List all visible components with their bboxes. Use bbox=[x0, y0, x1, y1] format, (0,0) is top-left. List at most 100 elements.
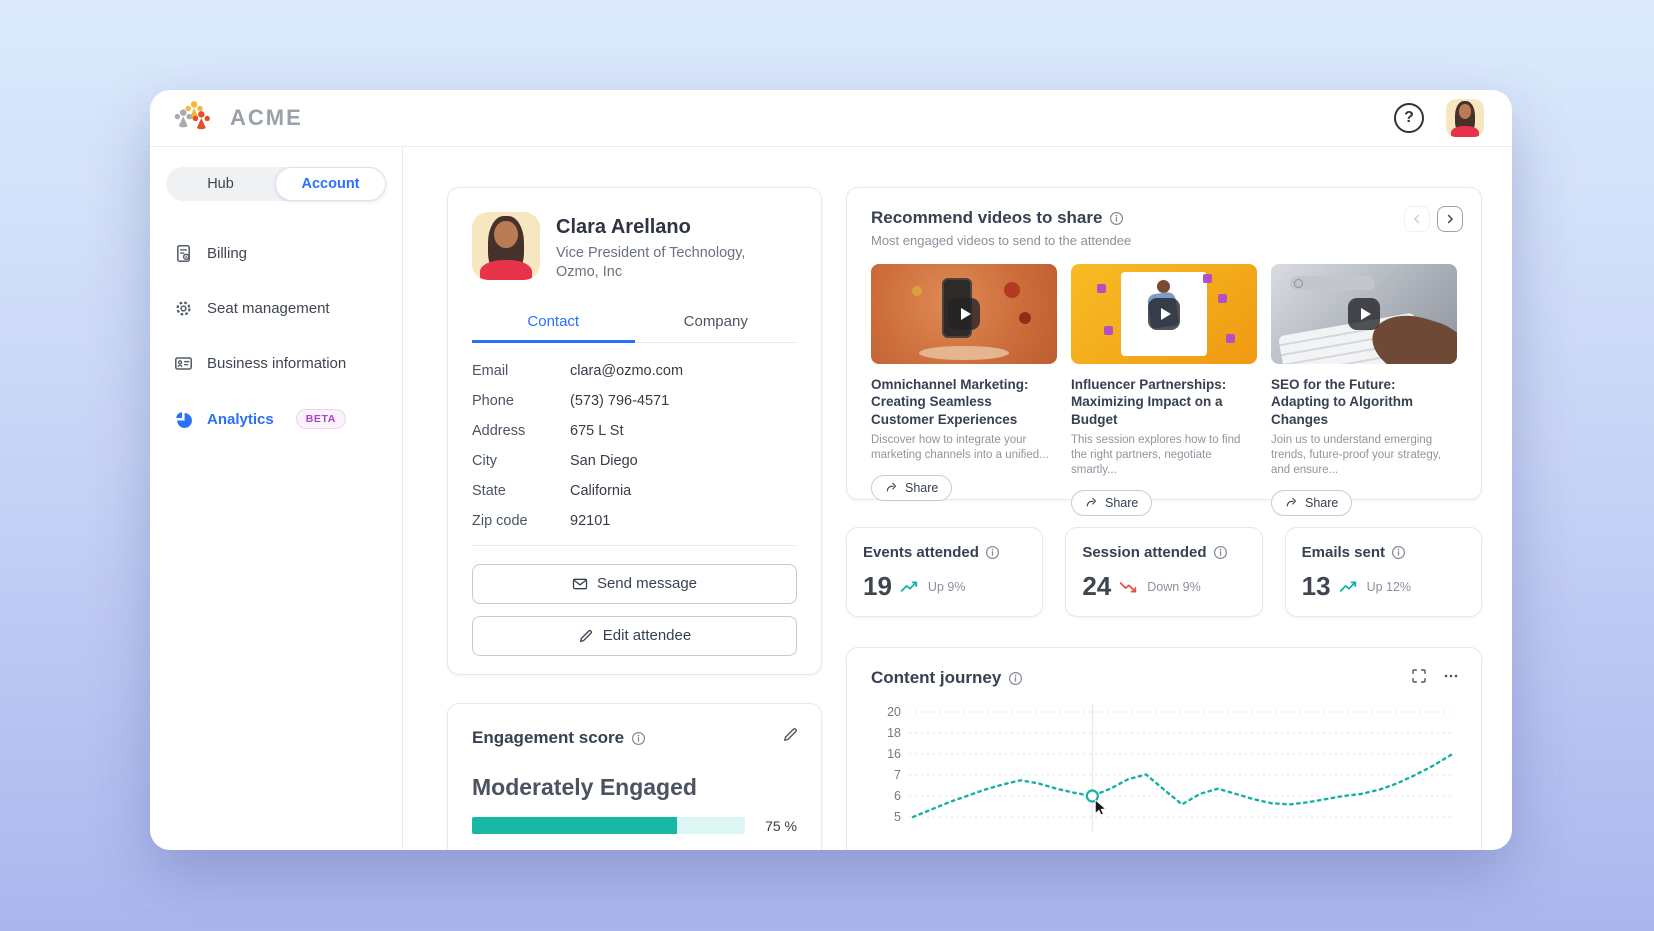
stat-trend-label: Up 12% bbox=[1366, 579, 1412, 594]
field-email: Email clara@ozmo.com bbox=[472, 362, 684, 379]
video-description: Join us to understand emerging trends, f… bbox=[1271, 433, 1441, 476]
chevron-right-icon bbox=[1443, 212, 1457, 226]
video-thumbnail[interactable] bbox=[1071, 264, 1257, 364]
sidebar-item-label: Billing bbox=[207, 245, 248, 262]
help-icon[interactable]: ? bbox=[1394, 103, 1424, 133]
pencil-icon bbox=[578, 628, 594, 644]
info-icon[interactable] bbox=[1008, 671, 1023, 686]
video-title: SEO for the Future: Adapting to Algorith… bbox=[1271, 377, 1413, 427]
engagement-level: Moderately Engaged bbox=[472, 774, 697, 800]
fullscreen-icon[interactable] bbox=[1411, 668, 1427, 684]
id-card-icon bbox=[174, 354, 193, 373]
attendee-name: Clara Arellano bbox=[556, 216, 691, 238]
info-icon[interactable] bbox=[1213, 545, 1228, 560]
share-icon bbox=[1085, 496, 1098, 509]
carousel-next-button[interactable] bbox=[1437, 206, 1463, 232]
trend-up-icon bbox=[1339, 580, 1359, 594]
progress-bar bbox=[472, 817, 745, 834]
contact-fields: Email clara@ozmo.com Phone (573) 796-457… bbox=[472, 363, 797, 529]
stats-row: Events attended 19 Up 9% Session attende… bbox=[846, 527, 1482, 617]
attendee-card: Clara Arellano Vice President of Technol… bbox=[447, 187, 822, 675]
play-icon bbox=[1348, 298, 1380, 330]
field-state: State California bbox=[472, 482, 632, 499]
content-journey-chart[interactable]: 20 18 16 7 6 5 bbox=[871, 702, 1459, 850]
field-city: City San Diego bbox=[472, 452, 638, 469]
tab-hub[interactable]: Hub bbox=[207, 176, 234, 192]
share-button[interactable]: Share bbox=[1071, 489, 1153, 516]
field-zip: Zip code 92101 bbox=[472, 512, 611, 529]
videos-subtitle: Most engaged videos to send to the atten… bbox=[871, 233, 1132, 248]
info-icon[interactable] bbox=[1109, 211, 1124, 226]
sidebar: Hub Account Billing Seat management Busi… bbox=[150, 147, 403, 850]
sidebar-item-billing[interactable]: Billing bbox=[150, 231, 402, 276]
send-message-button[interactable]: Send message bbox=[472, 563, 797, 604]
sidebar-item-seat-management[interactable]: Seat management bbox=[150, 286, 402, 331]
share-icon bbox=[885, 481, 898, 494]
stat-session-attended: Session attended 24 Down 9% bbox=[1065, 527, 1263, 617]
stat-value: 24 bbox=[1082, 571, 1112, 601]
svg-text:20: 20 bbox=[887, 705, 901, 719]
video-description: Discover how to integrate your marketing… bbox=[871, 433, 1049, 461]
video-thumbnail[interactable] bbox=[871, 264, 1057, 364]
videos-title: Recommend videos to share bbox=[871, 208, 1103, 227]
share-button[interactable]: Share bbox=[1271, 489, 1353, 516]
sidebar-item-business-information[interactable]: Business information bbox=[150, 341, 402, 386]
stat-value: 13 bbox=[1301, 571, 1331, 601]
share-button[interactable]: Share bbox=[871, 474, 953, 501]
video-description: This session explores how to find the ri… bbox=[1071, 433, 1241, 476]
bar-percent-label: 75 % bbox=[765, 817, 797, 834]
brand-name: ACME bbox=[230, 105, 303, 130]
video-thumbnail[interactable] bbox=[1271, 264, 1457, 364]
app-bar: ACME ? bbox=[150, 90, 1512, 147]
chevron-left-icon bbox=[1410, 212, 1424, 226]
info-icon[interactable] bbox=[1391, 545, 1406, 560]
acme-logo-icon bbox=[172, 99, 218, 137]
svg-text:7: 7 bbox=[894, 768, 901, 782]
stat-trend-label: Down 9% bbox=[1147, 579, 1201, 594]
invoice-icon bbox=[174, 244, 193, 263]
recommend-videos-card: Recommend videos to share Most engaged v… bbox=[846, 187, 1482, 516]
sidebar-item-label: Analytics bbox=[207, 410, 274, 428]
trend-down-icon bbox=[1119, 580, 1139, 594]
carousel-prev-button[interactable] bbox=[1404, 206, 1430, 232]
more-options-icon[interactable] bbox=[1443, 668, 1459, 684]
user-avatar[interactable] bbox=[1446, 99, 1484, 137]
gear-icon bbox=[174, 299, 193, 318]
svg-text:6: 6 bbox=[894, 789, 901, 803]
contact-company-tabs: Contact Company bbox=[472, 304, 797, 343]
stat-value: 19 bbox=[863, 571, 892, 601]
video-title: Influencer Partnerships: Maximizing Impa… bbox=[1071, 377, 1227, 427]
edit-attendee-button[interactable]: Edit attendee bbox=[472, 615, 797, 656]
info-icon[interactable] bbox=[631, 731, 646, 746]
app-window: ACME ? Hub Account Billing Seat m bbox=[150, 90, 1512, 850]
journey-title: Content journey bbox=[871, 668, 1002, 687]
tab-company[interactable]: Company bbox=[683, 312, 748, 330]
hub-account-switch: Hub Account bbox=[166, 167, 386, 201]
sidebar-item-analytics[interactable]: Analytics BETA bbox=[150, 396, 402, 442]
info-icon[interactable] bbox=[985, 545, 1000, 560]
tab-account[interactable]: Account bbox=[275, 167, 386, 201]
engagement-title: Engagement score bbox=[472, 728, 625, 747]
edit-score-icon[interactable] bbox=[782, 726, 799, 743]
share-icon bbox=[1285, 496, 1298, 509]
field-address: Address 675 L St bbox=[472, 422, 624, 439]
play-icon bbox=[948, 298, 980, 330]
tab-contact[interactable]: Contact bbox=[472, 304, 635, 343]
field-phone: Phone (573) 796-4571 bbox=[472, 392, 670, 409]
svg-text:5: 5 bbox=[894, 810, 901, 824]
attendee-avatar bbox=[472, 212, 540, 280]
brand: ACME bbox=[172, 99, 303, 137]
attendee-title: Vice President of Technology, Ozmo, Inc bbox=[556, 245, 746, 280]
engagement-score-card: Engagement score Moderately Engaged 75 %… bbox=[447, 703, 822, 850]
sidebar-item-label: Seat management bbox=[207, 300, 330, 317]
video-card: SEO for the Future: Adapting to Algorith… bbox=[1271, 264, 1457, 516]
svg-text:18: 18 bbox=[887, 726, 901, 740]
beta-badge: BETA bbox=[295, 409, 346, 429]
stat-emails-sent: Emails sent 13 Up 12% bbox=[1284, 527, 1482, 617]
pie-chart-icon bbox=[174, 410, 193, 429]
video-card: Omnichannel Marketing: Creating Seamless… bbox=[871, 264, 1057, 516]
svg-text:16: 16 bbox=[887, 747, 901, 761]
divider bbox=[472, 544, 797, 546]
play-icon bbox=[1148, 298, 1180, 330]
sidebar-item-label: Business information bbox=[207, 355, 347, 372]
